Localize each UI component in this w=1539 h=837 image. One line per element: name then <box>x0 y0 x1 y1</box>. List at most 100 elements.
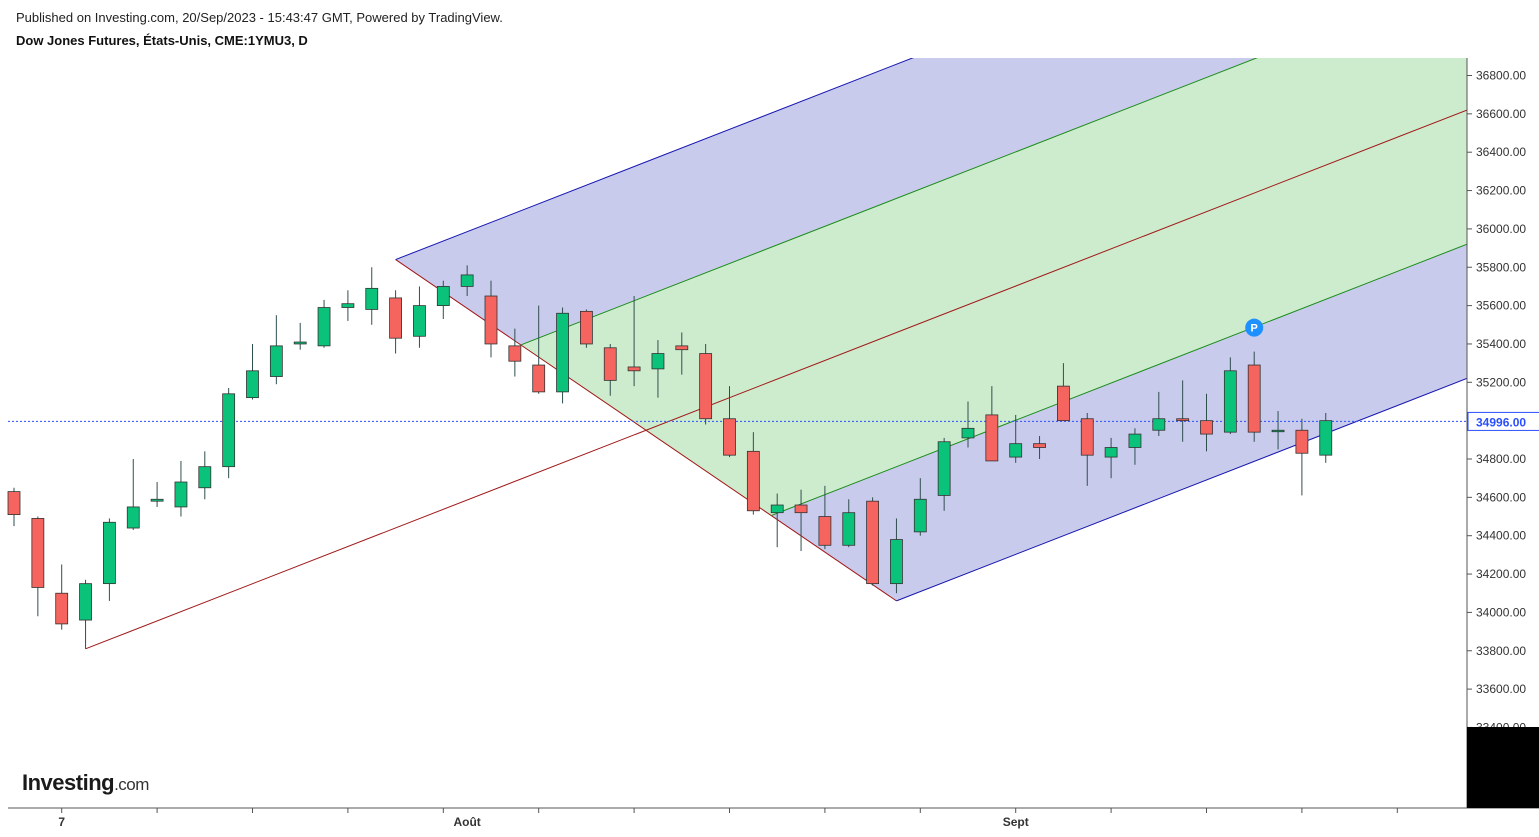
y-tick-label: 36800.00 <box>1476 69 1526 83</box>
candle-body-down <box>627 366 641 372</box>
candle <box>580 309 593 348</box>
candle <box>293 322 307 350</box>
candle-body-down <box>723 418 736 456</box>
candle-body-up <box>556 312 569 393</box>
candle <box>1295 418 1309 496</box>
candle-body-down <box>985 414 999 462</box>
logo-suffix: .com <box>114 775 149 794</box>
outer-upper-line <box>395 58 914 261</box>
outer-lower-line <box>896 377 1467 602</box>
candle-body-down <box>508 345 522 362</box>
y-tick-label: 33800.00 <box>1476 644 1526 658</box>
candle <box>365 267 379 325</box>
candle-body-up <box>1271 429 1285 433</box>
y-tick-label: 34600.00 <box>1476 490 1526 504</box>
last-price-label: 34996.00 <box>1476 415 1526 429</box>
candle-body-up <box>460 274 474 287</box>
candle <box>1128 428 1142 465</box>
pitchfork-base-line <box>395 259 897 602</box>
y-tick-label: 34400.00 <box>1476 529 1526 543</box>
x-tick-label: Sept <box>1003 815 1029 829</box>
candle-body-down <box>7 491 21 516</box>
candle-body-up <box>150 498 164 502</box>
candle <box>436 280 450 320</box>
candle <box>723 386 736 458</box>
candle-body-down <box>1057 385 1070 422</box>
candle <box>746 432 760 515</box>
pitchfork-lines <box>85 58 1467 650</box>
inner-band-fill <box>520 58 1467 516</box>
pitchfork-fills <box>395 58 1467 601</box>
y-tick-label: 36200.00 <box>1476 184 1526 198</box>
y-tick-label: 34000.00 <box>1476 605 1526 619</box>
candle-body-up <box>937 441 951 496</box>
candle-body-down <box>55 592 69 625</box>
candle-body-down <box>699 353 713 420</box>
candle <box>675 332 689 375</box>
y-tick-label: 36400.00 <box>1476 145 1526 159</box>
candle-body-down <box>1247 364 1261 433</box>
candle <box>222 388 236 479</box>
candle-body-up <box>269 345 283 377</box>
candle <box>174 460 188 517</box>
candle <box>55 564 69 630</box>
candle <box>7 487 21 527</box>
published-note: Published on Investing.com, 20/Sep/2023 … <box>16 10 503 25</box>
candle <box>627 296 641 387</box>
candles: P <box>7 265 1333 649</box>
candle <box>794 489 808 552</box>
candle <box>1223 357 1237 435</box>
candle <box>460 265 474 297</box>
candle <box>770 493 784 548</box>
candle-body-down <box>603 347 617 381</box>
candle-body-up <box>1319 420 1333 456</box>
candle <box>341 290 355 321</box>
y-tick-label: 35400.00 <box>1476 337 1526 351</box>
x-tick-label: Août <box>453 815 480 829</box>
candle-body-down <box>1295 429 1309 454</box>
candle <box>1033 435 1046 459</box>
y-tick-label: 35600.00 <box>1476 299 1526 313</box>
y-tick-label: 34200.00 <box>1476 567 1526 581</box>
candle-body-down <box>389 297 403 339</box>
candle <box>961 401 975 448</box>
candle-body-down <box>532 364 546 393</box>
candle-body-up <box>1128 433 1142 448</box>
candle-body-up <box>436 286 450 306</box>
marker-label: P <box>1251 323 1258 335</box>
candle-body-down <box>1080 418 1094 456</box>
axes: 33400.0033600.0033800.0034000.0034200.00… <box>8 58 1539 829</box>
y-tick-label: 35800.00 <box>1476 260 1526 274</box>
candle <box>985 386 999 462</box>
candle-body-down <box>31 518 45 588</box>
y-tick-label: 36000.00 <box>1476 222 1526 236</box>
candle <box>842 499 856 548</box>
candle-body-up <box>317 307 331 347</box>
candle <box>389 290 403 354</box>
marker-circle <box>1245 318 1264 337</box>
candle <box>603 343 617 396</box>
candle-body-up <box>913 498 927 533</box>
candle <box>1080 412 1094 486</box>
candle-body-up <box>198 466 212 489</box>
candle-body-down <box>866 500 879 585</box>
inner-lower-line <box>771 243 1467 517</box>
candle <box>1057 363 1070 422</box>
candle <box>31 516 45 617</box>
y-tick-label: 33600.00 <box>1476 682 1526 696</box>
candle <box>413 286 426 348</box>
candle-body-up <box>79 583 92 621</box>
candle-body-up <box>341 303 355 308</box>
investing-logo: Investing.com <box>22 770 149 796</box>
candle <box>246 343 259 400</box>
candle-body-down <box>1200 420 1213 435</box>
candle-body-up <box>1223 370 1237 433</box>
candle <box>198 451 212 500</box>
candle-body-up <box>103 521 116 585</box>
candle <box>651 340 665 398</box>
inner-upper-line <box>520 58 1258 346</box>
candle <box>1152 391 1166 436</box>
candle-body-up <box>365 287 379 310</box>
candle <box>1009 414 1023 463</box>
